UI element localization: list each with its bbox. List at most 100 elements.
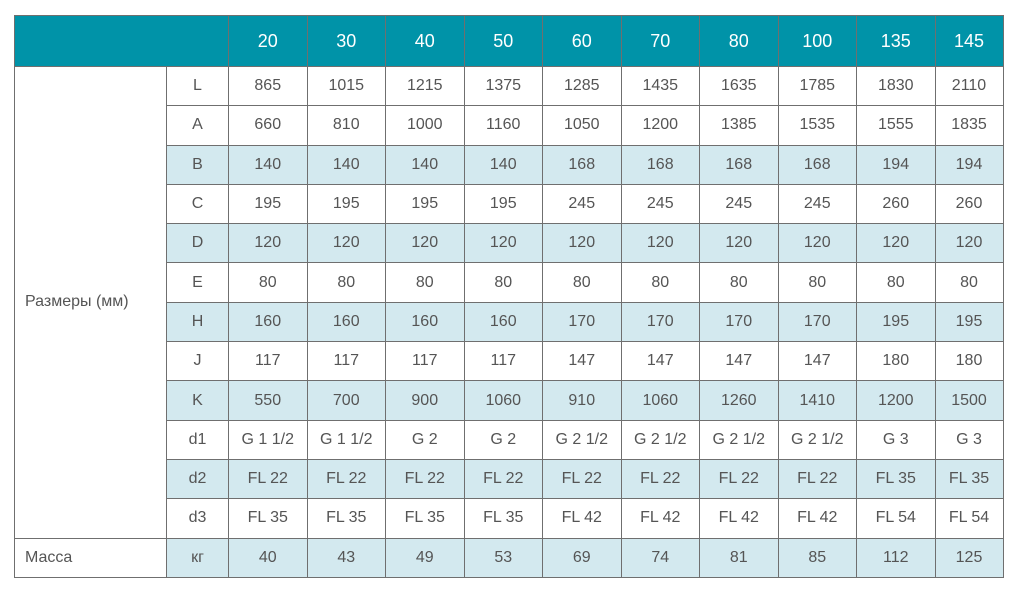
table-cell: 1060	[620, 380, 700, 421]
mass-cell: 49	[385, 537, 465, 578]
table-cell: 147	[620, 341, 700, 382]
table-cell: 1200	[620, 105, 700, 146]
table-cell: 1160	[463, 105, 543, 146]
table-cell: 120	[777, 223, 857, 264]
header-model-20: 20	[228, 15, 308, 67]
table-cell: 160	[306, 301, 386, 343]
table-cell: FL 35	[856, 458, 936, 500]
table-cell: FL 54	[856, 498, 936, 539]
mass-cell: 125	[934, 537, 1004, 578]
table-cell: 140	[228, 144, 308, 185]
mass-cell: 43	[306, 537, 386, 578]
table-cell: 120	[228, 223, 308, 264]
table-cell: FL 22	[228, 458, 308, 500]
header-blank	[14, 15, 229, 67]
table-cell: FL 42	[699, 498, 779, 539]
table-cell: 140	[385, 144, 465, 185]
table-cell: 1555	[856, 105, 936, 146]
table-cell: 810	[306, 105, 386, 146]
mass-label: Масса	[14, 537, 167, 578]
table-cell: 180	[934, 341, 1004, 382]
table-cell: 117	[306, 341, 386, 382]
table-cell: 194	[856, 144, 936, 185]
table-cell: 80	[463, 262, 543, 303]
table-cell: 80	[934, 262, 1004, 303]
mass-cell: 69	[542, 537, 622, 578]
table-cell: 120	[385, 223, 465, 264]
table-cell: 170	[699, 301, 779, 343]
table-cell: 120	[934, 223, 1004, 264]
mass-cell: 112	[856, 537, 936, 578]
table-cell: 120	[620, 223, 700, 264]
table-cell: 1285	[542, 65, 622, 107]
table-cell: 1385	[699, 105, 779, 146]
param-label: E	[166, 262, 229, 303]
table-cell: 1000	[385, 105, 465, 146]
table-cell: 140	[463, 144, 543, 185]
table-cell: FL 54	[934, 498, 1004, 539]
table-cell: 180	[856, 341, 936, 382]
table-cell: FL 42	[542, 498, 622, 539]
table-cell: 1260	[699, 380, 779, 421]
group-label: Размеры (мм)	[14, 66, 167, 539]
table-cell: G 1 1/2	[228, 419, 308, 460]
header-model-100: 100	[777, 15, 857, 67]
table-cell: 80	[777, 262, 857, 303]
table-row: A 660 810 1000 1160 1050 1200 1385 1535 1555 1835	[15, 105, 1004, 146]
table-cell: 1435	[620, 65, 700, 107]
table-cell: 900	[385, 380, 465, 421]
table-cell: 80	[620, 262, 700, 303]
table-cell: 80	[228, 262, 308, 303]
table-row: E 80 80 80 80 80 80 80 80 80 80	[15, 262, 1004, 303]
table-cell: 120	[463, 223, 543, 264]
table-cell: 80	[699, 262, 779, 303]
param-label: d1	[166, 419, 229, 460]
header-model-40: 40	[385, 15, 465, 67]
table-cell: FL 35	[385, 498, 465, 539]
table-cell: 1535	[777, 105, 857, 146]
table-cell: G 2 1/2	[620, 419, 700, 460]
table-cell: 195	[385, 183, 465, 225]
table-cell: 260	[934, 183, 1004, 225]
param-label: K	[166, 380, 229, 421]
table-cell: 700	[306, 380, 386, 421]
mass-unit: кг	[166, 537, 229, 578]
table-cell: 80	[542, 262, 622, 303]
table-cell: 195	[306, 183, 386, 225]
table-row: d3 FL 35 FL 35 FL 35 FL 35 FL 42 FL 42 FL 42 FL …	[15, 498, 1004, 539]
table-cell: G 3	[856, 419, 936, 460]
table-cell: 1215	[385, 65, 465, 107]
table-cell: 245	[777, 183, 857, 225]
header-model-60: 60	[542, 15, 622, 67]
table-cell: 170	[777, 301, 857, 343]
table-cell: FL 22	[542, 458, 622, 500]
table-cell: 120	[542, 223, 622, 264]
table-cell: 195	[856, 301, 936, 343]
table-cell: 1835	[934, 105, 1004, 146]
table-cell: 160	[228, 301, 308, 343]
table-cell: 910	[542, 380, 622, 421]
table-row: H 160 160 160 160 170 170 170 170 195 195	[15, 301, 1004, 343]
param-label: d3	[166, 498, 229, 539]
table-cell: 1635	[699, 65, 779, 107]
table-cell: FL 22	[385, 458, 465, 500]
table-cell: 1050	[542, 105, 622, 146]
table-cell: 80	[856, 262, 936, 303]
table-cell: 160	[385, 301, 465, 343]
table-cell: 117	[385, 341, 465, 382]
table-cell: 170	[542, 301, 622, 343]
table-cell: 245	[542, 183, 622, 225]
table-cell: 2110	[934, 65, 1004, 107]
table-cell: 1785	[777, 65, 857, 107]
header-model-145: 145	[934, 15, 1004, 67]
header-model-30: 30	[306, 15, 386, 67]
header-model-135: 135	[856, 15, 936, 67]
table-row: J 117 117 117 117 147 147 147 147 180 180	[15, 341, 1004, 382]
table-row: C 195 195 195 195 245 245 245 245 260 260	[15, 183, 1004, 225]
header-row: 20 30 40 50 60 70 80 100 135 145	[14, 15, 1004, 67]
mass-row: Масса кг 40 43 49 53 69 74 81 85 112 125	[14, 537, 1004, 578]
table-cell: FL 35	[306, 498, 386, 539]
param-label: L	[166, 65, 229, 107]
table-cell: 194	[934, 144, 1004, 185]
table-cell: 147	[777, 341, 857, 382]
